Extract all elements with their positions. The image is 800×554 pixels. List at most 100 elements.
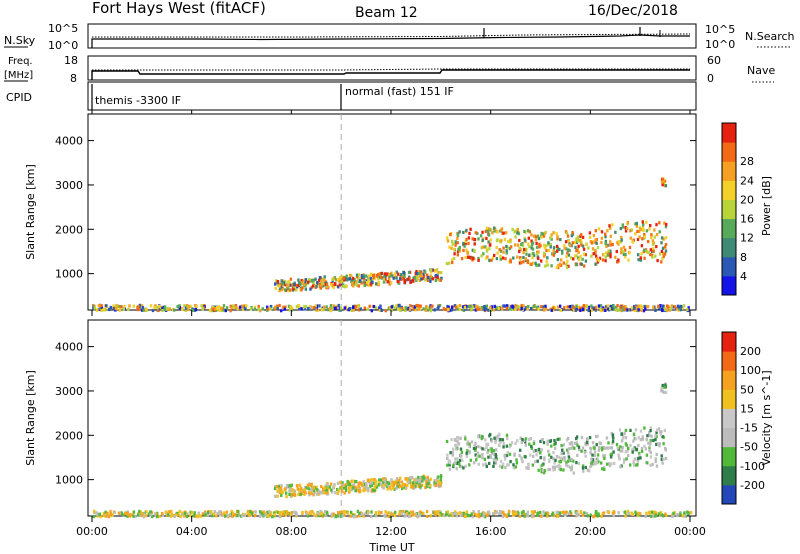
scatter-cell <box>546 263 549 267</box>
x-tick-label: 00:00 <box>76 525 108 538</box>
scatter-cell <box>540 231 543 235</box>
scatter-cell <box>558 511 562 515</box>
scatter-cell <box>314 304 317 308</box>
scatter-cell <box>386 480 389 485</box>
scatter-cell <box>399 275 402 279</box>
scatter-cell <box>113 510 116 514</box>
scatter-cell <box>633 457 637 461</box>
scatter-cell <box>649 463 652 467</box>
scatter-cell <box>352 284 355 288</box>
scatter-cell <box>340 485 343 489</box>
scatter-cell <box>624 305 627 309</box>
scatter-cell <box>200 304 203 308</box>
scatter-cell <box>489 432 492 437</box>
scatter-cell <box>310 285 313 289</box>
colorbar-tick-label: 8 <box>740 251 747 264</box>
scatter-cell <box>567 464 570 468</box>
scatter-cell <box>652 438 655 443</box>
scatter-cell <box>569 243 572 247</box>
scatter-cell <box>580 449 583 453</box>
scatter-cell <box>329 304 333 308</box>
colorbar-segment <box>722 351 736 371</box>
scatter-cell <box>559 238 562 242</box>
scatter-cell <box>662 237 665 241</box>
scatter-cell <box>483 457 487 461</box>
scatter-cell <box>561 251 564 255</box>
scatter-cell <box>516 255 519 259</box>
scatter-cell <box>274 305 277 309</box>
scatter-cell <box>458 245 461 250</box>
scatter-cell <box>201 307 204 311</box>
scatter-cell <box>362 274 365 278</box>
x-tick-label: 08:00 <box>275 525 307 538</box>
scatter-cell <box>528 245 531 249</box>
scatter-cell <box>377 483 380 487</box>
scatter-cell <box>286 484 289 488</box>
scatter-cell <box>571 241 574 245</box>
scatter-cell <box>281 282 284 286</box>
scatter-cell <box>575 306 578 310</box>
scatter-cell <box>130 513 134 517</box>
scatter-cell <box>630 308 633 312</box>
scatter-cell <box>507 463 510 467</box>
scatter-cell <box>159 306 163 310</box>
scatter-cell <box>576 247 580 251</box>
scatter-cell <box>462 248 465 252</box>
scatter-cell <box>280 286 283 290</box>
scatter-cell <box>348 482 352 486</box>
scatter-cell <box>437 479 440 483</box>
scatter-cell <box>318 276 322 280</box>
scatter-cell <box>608 463 612 468</box>
scatter-cell <box>573 446 576 450</box>
scatter-cell <box>546 256 549 260</box>
colorbar-segment <box>722 370 736 390</box>
scatter-cell <box>679 512 682 516</box>
scatter-cell <box>599 304 603 308</box>
scatter-cell <box>544 512 547 516</box>
scatter-cell <box>330 490 334 494</box>
scatter-cell <box>384 510 387 514</box>
scatter-cell <box>488 227 491 231</box>
scatter-cell <box>579 306 582 310</box>
scatter-cell <box>601 512 604 516</box>
x-tick-label: 04:00 <box>176 525 208 538</box>
scatter-cell <box>266 307 270 311</box>
scatter-cell <box>520 511 524 515</box>
scatter-cell <box>105 304 108 308</box>
scatter-cell <box>473 444 476 448</box>
scatter-cell <box>556 249 559 253</box>
scatter-cell <box>647 250 650 255</box>
scatter-cell <box>379 482 383 486</box>
scatter-cell <box>521 244 525 248</box>
scatter-cell <box>580 262 583 266</box>
scatter-cell <box>655 223 658 227</box>
scatter-cell <box>662 390 666 394</box>
scatter-cell <box>189 304 192 308</box>
scatter-cell <box>611 433 615 437</box>
scatter-cell <box>357 303 360 308</box>
scatter-cell <box>419 476 422 480</box>
scatter-cell <box>544 264 547 268</box>
scatter-cell <box>471 305 475 309</box>
scatter-cell <box>409 484 413 488</box>
scatter-cell <box>641 435 644 439</box>
scatter-cell <box>100 308 103 313</box>
scatter-cell <box>359 512 363 516</box>
scatter-cell <box>572 305 576 309</box>
scatter-cell <box>551 511 555 515</box>
scatter-cell <box>529 437 532 441</box>
scatter-cell <box>193 511 196 515</box>
scatter-cell <box>191 308 195 312</box>
power-colorbar-label: Power [dB] <box>760 176 773 236</box>
scatter-cell <box>660 180 664 184</box>
scatter-cell <box>489 454 492 458</box>
scatter-cell <box>306 483 309 487</box>
freq-label-line1: Freq. <box>8 56 33 67</box>
scatter-cell <box>454 305 458 309</box>
scatter-cell <box>541 438 544 442</box>
scatter-cell <box>445 439 449 444</box>
scatter-cell <box>450 512 453 516</box>
scatter-cell <box>350 308 353 313</box>
scatter-cell <box>516 511 520 515</box>
scatter-cell <box>372 488 375 492</box>
